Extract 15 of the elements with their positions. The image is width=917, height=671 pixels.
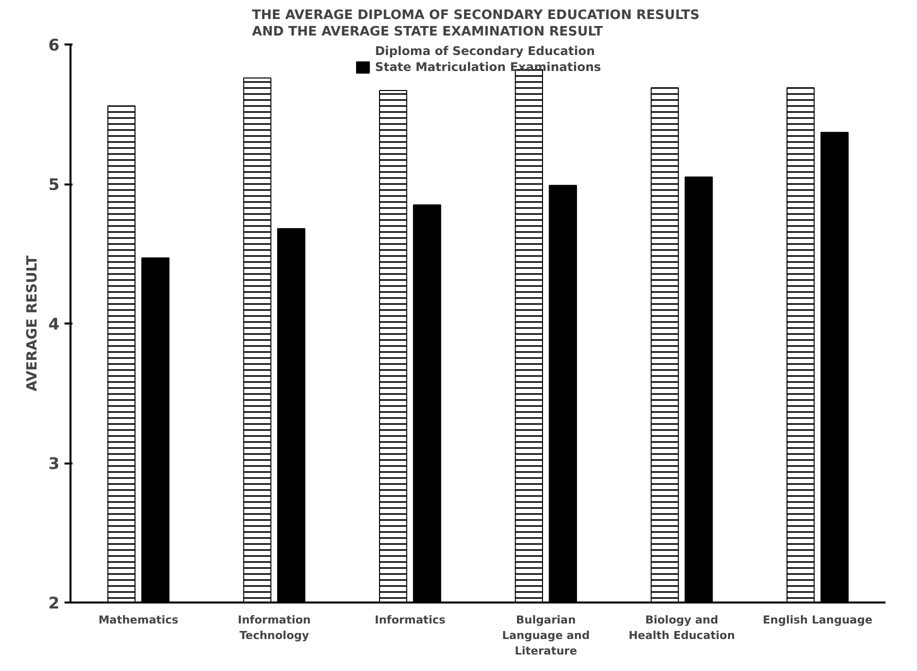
y-tick-label: 5: [48, 175, 60, 194]
legend-label: State Matriculation Examinations: [374, 60, 602, 74]
text: Diploma of Secondary Education: [374, 44, 595, 58]
x-tick-label: English Language: [762, 614, 872, 626]
x-tick-label: Bulgarian Language and Literature: [502, 614, 590, 658]
x-tick-label: Information Technology: [238, 614, 311, 642]
y-tick-label: 4: [48, 314, 60, 334]
x-tick-label: Biology and Health Education: [628, 614, 735, 642]
y-axis-title: AVERAGE RESULT: [24, 255, 40, 392]
y-tick-label: 3: [48, 454, 60, 473]
y-tick-label: 6: [48, 36, 60, 54]
chart-title: THE AVERAGE DIPLOMA OF SECONDARY EDUCATION RESULTS AND THE AVERAGE STATE EXAMINATION RESULT: [252, 8, 700, 40]
y-tick-label: 2: [48, 594, 60, 612]
x-tick-label: Mathematics: [98, 614, 179, 626]
x-tick-label: Informatics: [374, 614, 446, 626]
